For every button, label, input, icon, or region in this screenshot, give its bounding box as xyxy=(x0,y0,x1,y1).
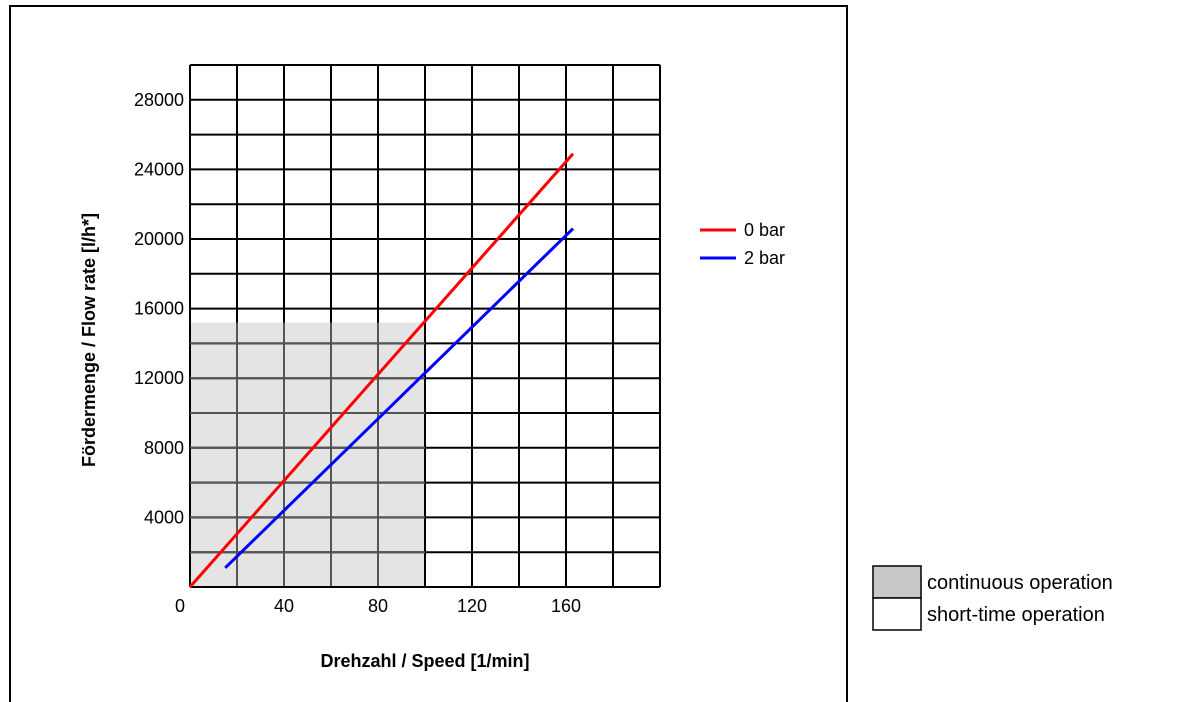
y-tick-label: 16000 xyxy=(134,299,184,319)
y-tick-label: 8000 xyxy=(144,438,184,458)
x-tick-labels: 0 40 80 120 160 xyxy=(175,596,581,616)
x-tick-label: 80 xyxy=(368,596,388,616)
y-axis-title: Fördermenge / Flow rate [l/h*] xyxy=(79,213,99,467)
x-tick-label: 160 xyxy=(551,596,581,616)
operation-legend: continuous operation short-time operation xyxy=(872,565,1113,631)
x-tick-label: 40 xyxy=(274,596,294,616)
series-legend: 0 bar 2 bar xyxy=(700,220,785,268)
region-label: short-time operation xyxy=(927,604,1105,626)
legend-label: 0 bar xyxy=(744,220,785,240)
y-tick-label: 12000 xyxy=(134,368,184,388)
x-axis-title: Drehzahl / Speed [1/min] xyxy=(320,651,529,671)
x-tick-label: 0 xyxy=(175,596,185,616)
chart-frame xyxy=(9,5,848,702)
y-tick-label: 20000 xyxy=(134,229,184,249)
y-tick-labels: 4000 8000 12000 16000 20000 24000 28000 xyxy=(134,90,184,528)
region-swatch xyxy=(872,597,922,631)
series-lines xyxy=(188,152,575,588)
y-tick-label: 24000 xyxy=(134,159,184,179)
series-line-0 xyxy=(188,152,575,588)
region-label: continuous operation xyxy=(927,572,1113,594)
legend-label: 2 bar xyxy=(744,248,785,268)
y-tick-label: 28000 xyxy=(134,90,184,110)
series-line-1 xyxy=(224,227,575,569)
region-swatch xyxy=(872,565,922,599)
y-tick-label: 4000 xyxy=(144,507,184,527)
x-tick-label: 120 xyxy=(457,596,487,616)
